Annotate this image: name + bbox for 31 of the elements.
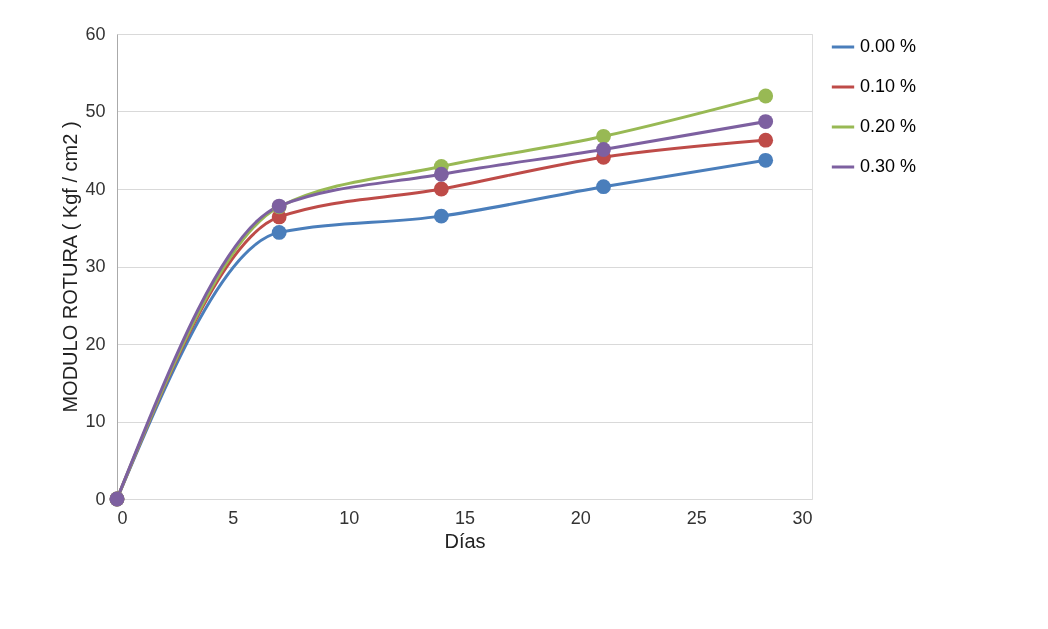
point (596, 142, 611, 157)
x-tick-label: 0 (117, 507, 128, 528)
y-tick-label: 20 (85, 333, 106, 354)
y-tick-label: 60 (85, 23, 106, 44)
legend-label: 0.10 % (860, 76, 917, 96)
x-tick-label: 10 (339, 507, 360, 528)
y-tick-label: 30 (85, 256, 106, 276)
point (596, 128, 611, 144)
y-tick-label: 40 (85, 178, 106, 199)
point (271, 225, 287, 240)
point (758, 114, 774, 129)
x-tick-label: 15 (454, 507, 476, 528)
legend-label: 0.30 % (860, 156, 917, 176)
point (433, 208, 449, 224)
point (433, 166, 449, 182)
point (758, 152, 774, 168)
x-tick-label: 20 (570, 507, 591, 528)
point (758, 88, 774, 104)
x-axis-title: Días (444, 529, 486, 552)
legend-label: 0.20 % (860, 116, 917, 136)
y-tick-label: 10 (85, 411, 106, 431)
y-axis-title: MODULO ROTURA ( Kgf / cm2 ) (59, 121, 82, 413)
legend-label: 0.00 % (860, 36, 917, 56)
point (758, 132, 774, 148)
point (596, 179, 611, 195)
x-tick-label: 30 (792, 507, 813, 528)
x-tick-label: 5 (228, 507, 239, 528)
y-tick-label: 0 (95, 488, 106, 509)
x-tick-label: 25 (686, 507, 707, 528)
y-tick-label: 50 (85, 101, 106, 121)
point (433, 181, 449, 197)
